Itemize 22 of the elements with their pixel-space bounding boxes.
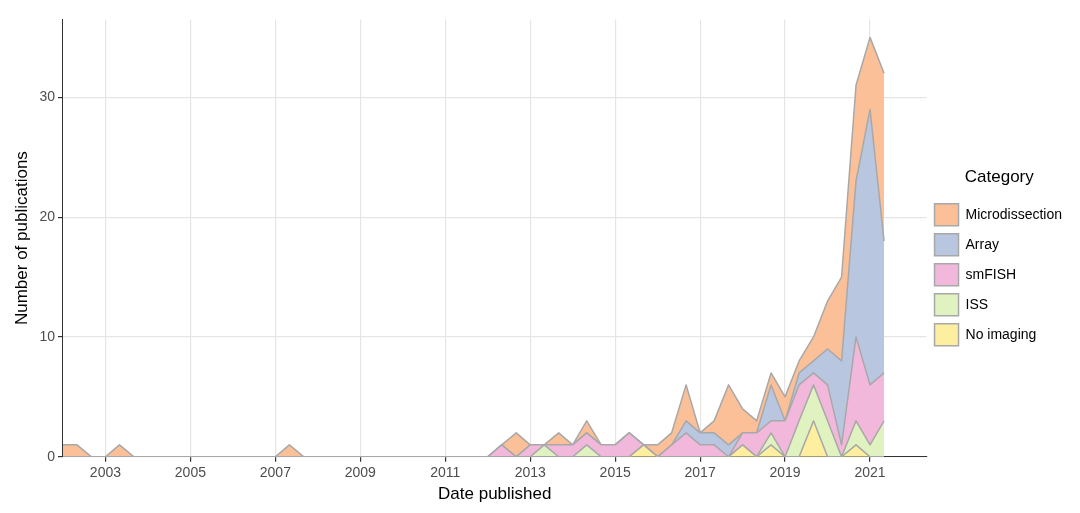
x-tick-label: 2009	[344, 464, 377, 481]
x-tick-label: 2005	[174, 464, 207, 481]
x-tick-label: 2015	[599, 464, 631, 481]
y-tick-label: 30	[39, 88, 56, 105]
x-tick-label: 2003	[89, 464, 122, 481]
x-tick-label: 2021	[854, 464, 886, 481]
legend-label: smFISH	[965, 265, 1017, 282]
legend-label: No imaging	[965, 325, 1037, 342]
y-tick-label: 0	[47, 447, 56, 464]
y-tick-label: 20	[39, 207, 56, 224]
legend-title: Category	[964, 167, 1035, 187]
legend-label: Microdissection	[965, 205, 1063, 222]
x-tick-label: 2019	[769, 464, 801, 481]
y-axis-title: Number of publications	[11, 151, 31, 326]
legend-label: ISS	[965, 295, 989, 312]
x-tick-label: 2011	[430, 464, 461, 481]
legend-label: Array	[965, 235, 999, 252]
x-tick-label: 2017	[684, 464, 716, 481]
x-axis-title: Date published	[438, 484, 552, 504]
x-tick-label: 2013	[514, 464, 546, 481]
x-tick-label: 2007	[259, 464, 292, 481]
y-tick-label: 10	[39, 327, 56, 344]
